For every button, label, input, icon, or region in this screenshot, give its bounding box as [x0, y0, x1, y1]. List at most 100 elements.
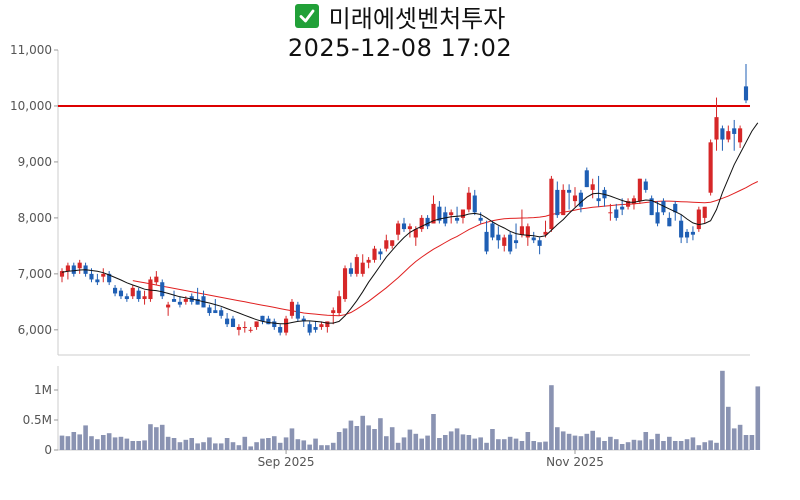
candle: [107, 271, 112, 286]
candle: [726, 125, 731, 143]
volume-bar: [519, 441, 525, 450]
candle-body: [160, 282, 165, 297]
candle: [696, 206, 701, 232]
candle-body: [95, 279, 100, 283]
candle-body: [384, 240, 389, 249]
volume-bar: [218, 443, 224, 450]
volume-bar: [195, 443, 200, 450]
volume-bar: [478, 437, 483, 450]
candle: [337, 290, 342, 316]
candle-body: [578, 192, 583, 207]
volume-bar: [655, 433, 660, 450]
candle: [584, 167, 589, 188]
candle-body: [543, 231, 548, 235]
candle-body: [219, 310, 224, 316]
candle: [201, 290, 206, 308]
candle-body: [626, 201, 631, 207]
candle-body: [372, 248, 377, 260]
candle-body: [726, 131, 731, 140]
volume-bar: [490, 429, 495, 450]
candle: [166, 301, 171, 316]
candle-body: [325, 321, 330, 328]
candle-body: [360, 262, 365, 274]
candle-body: [71, 265, 76, 274]
volume-bar: [342, 428, 348, 450]
candle-body: [738, 128, 743, 143]
volume-bar: [154, 427, 159, 450]
candle-body: [643, 181, 648, 190]
candle-body: [107, 273, 112, 283]
volume-bar: [466, 435, 472, 450]
price-panel: 6,000 7,000 8,000 9,000 10,000 11,000: [10, 43, 759, 356]
candle-body: [313, 327, 318, 330]
candle: [614, 203, 619, 221]
volume-bar: [248, 446, 253, 450]
volume-bar: [578, 436, 584, 450]
volume-bar: [419, 438, 424, 450]
candle: [401, 217, 407, 232]
candle: [301, 315, 306, 328]
candle-body: [272, 321, 277, 328]
candle: [661, 198, 666, 216]
candle: [555, 181, 560, 218]
candle: [319, 321, 324, 330]
candle: [567, 184, 572, 210]
candle-body: [213, 310, 218, 314]
candle: [236, 324, 241, 336]
candle-body: [696, 209, 701, 230]
volume-bar: [118, 436, 124, 450]
candle: [295, 301, 300, 322]
volume-bar: [413, 433, 419, 450]
volume-y-tick-label: 0: [44, 443, 52, 457]
candle-body: [101, 273, 106, 277]
candle: [702, 206, 707, 224]
volume-bar: [572, 435, 578, 450]
candle-body: [673, 203, 678, 213]
candle-body: [743, 86, 749, 101]
candle-body: [720, 128, 725, 140]
candle: [484, 220, 489, 255]
candle-body: [154, 276, 159, 283]
candle: [160, 279, 165, 300]
candle: [743, 63, 749, 104]
candle-body: [266, 318, 271, 325]
candle-body: [301, 318, 306, 322]
volume-bar: [625, 442, 631, 450]
volume-bar: [501, 439, 507, 450]
candle: [384, 234, 389, 252]
volume-bar: [431, 414, 436, 450]
volume-bar: [330, 442, 336, 450]
volume-bar: [83, 425, 88, 450]
volume-bar: [442, 435, 448, 450]
candle-body: [561, 189, 566, 216]
candle-body: [702, 206, 707, 218]
candle-body: [319, 324, 324, 328]
volume-bar: [731, 428, 737, 450]
volume-bar: [560, 431, 566, 450]
volume-bar: [277, 442, 283, 450]
volume-bar: [289, 428, 295, 450]
candle: [130, 285, 135, 300]
candle-body: [684, 231, 690, 238]
volume-bar: [348, 420, 354, 450]
candle: [626, 198, 631, 210]
candle-body: [307, 324, 312, 333]
volume-bar: [696, 445, 702, 450]
volume-bar: [307, 444, 312, 450]
candle: [561, 184, 566, 216]
volume-bar: [165, 436, 171, 450]
volume-bar: [213, 443, 218, 450]
candle-body: [478, 217, 483, 221]
volume-bar: [566, 433, 572, 450]
candle-body: [620, 206, 625, 210]
volume-bar: [207, 437, 212, 450]
volume-bar: [242, 436, 248, 450]
volume-bar: [271, 436, 277, 450]
candle: [148, 276, 153, 302]
candle: [549, 175, 554, 232]
candle: [77, 259, 82, 274]
candle: [608, 203, 613, 221]
volume-bar: [714, 442, 719, 450]
candle: [519, 209, 524, 238]
